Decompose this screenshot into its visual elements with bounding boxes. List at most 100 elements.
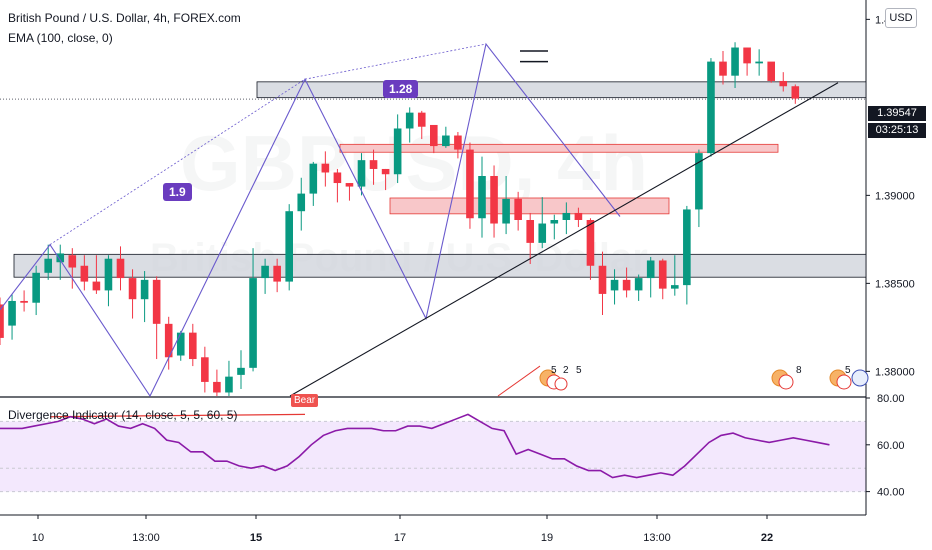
candle-body — [164, 323, 173, 358]
ratio-badge-first[interactable]: 1.9 — [163, 183, 192, 201]
oscillator-tick-label: 60.00 — [877, 440, 905, 452]
oscillator-line — [0, 413, 830, 479]
event-count-label: 5 — [576, 365, 582, 376]
time-tick-label: 19 — [541, 532, 553, 544]
candle-body — [405, 112, 414, 129]
time-tick-label: 22 — [761, 532, 773, 544]
watermark-symbol: GBPUSD, 4h — [180, 119, 649, 207]
candle-body — [104, 258, 113, 291]
candle-body — [490, 176, 498, 224]
candle-body — [345, 183, 354, 187]
candle-body — [249, 278, 257, 368]
time-tick-label: 13:00 — [132, 532, 160, 544]
candle-body — [201, 357, 209, 382]
event-count-label: 2 — [563, 365, 569, 376]
candle-body — [683, 209, 691, 286]
candle-body — [369, 160, 378, 169]
candle-body — [92, 281, 101, 291]
candle-body — [779, 80, 788, 87]
candle-body — [261, 265, 269, 279]
candle-body — [297, 193, 306, 212]
candle-body — [671, 285, 679, 289]
event-flag-icon — [778, 374, 794, 390]
oscillator-band — [0, 421, 866, 492]
candle-body — [466, 149, 474, 219]
candle-body — [80, 265, 89, 282]
price-tick-label: 1.38500 — [875, 278, 915, 290]
candle-body — [430, 124, 438, 147]
candle-body — [755, 61, 763, 64]
candle-body — [68, 255, 77, 268]
candle-body — [610, 279, 619, 291]
candle-body — [285, 211, 293, 282]
event-count-label: 5 — [845, 365, 851, 376]
candle-body — [20, 300, 28, 303]
candle-body — [152, 279, 161, 324]
candle-body — [731, 47, 739, 76]
candle-body — [237, 367, 245, 375]
candle-body — [646, 260, 655, 279]
current-price-label: 1.39547 — [868, 106, 926, 121]
candle-body — [550, 220, 559, 224]
candle-body — [743, 47, 751, 64]
bear-divergence-line — [49, 413, 306, 418]
candle-body — [767, 61, 775, 81]
time-tick-label: 10 — [32, 532, 44, 544]
candle-body — [128, 278, 137, 300]
trendline — [289, 82, 839, 397]
candle-body — [56, 253, 65, 263]
candle-body — [176, 332, 185, 356]
candle-body — [140, 279, 149, 300]
time-tick-label: 15 — [250, 532, 262, 544]
oscillator-tick-label: 80.00 — [877, 393, 905, 405]
candle-body — [357, 160, 366, 187]
ratio-line-first — [49, 78, 306, 245]
candle-body — [225, 376, 233, 393]
candle-body — [417, 112, 426, 127]
currency-button[interactable]: USD — [885, 8, 917, 28]
candle-body — [393, 128, 402, 175]
candle-body — [658, 260, 667, 289]
supply-zone-lower — [389, 197, 670, 215]
candle-body — [333, 172, 342, 184]
candle-body — [791, 86, 800, 99]
candle-body — [574, 212, 583, 220]
symbol-title: British Pound / U.S. Dollar, 4h, FOREX.c… — [8, 11, 241, 25]
event-count-label: 5 — [551, 365, 557, 376]
candle-body — [32, 272, 40, 303]
candle-body — [707, 61, 715, 154]
countdown-label: 03:25:13 — [868, 123, 926, 138]
price-tick-label: 1.39000 — [875, 190, 915, 202]
candle-body — [634, 278, 643, 291]
candle-body — [454, 135, 462, 150]
candle-body — [0, 304, 4, 338]
candle-body — [213, 381, 221, 393]
oscillator-legend[interactable]: Divergence Indicator (14, close, 5, 5, 6… — [8, 408, 238, 422]
candle-body — [538, 223, 547, 243]
candle-body — [502, 198, 510, 224]
candle-body — [273, 265, 281, 282]
candle-body — [586, 220, 595, 266]
event-flag-icon — [836, 374, 852, 390]
ratio-badge-second[interactable]: 1.28 — [383, 80, 419, 98]
ema-legend[interactable]: EMA (100, close, 0) — [8, 31, 113, 45]
bear-label: Bear — [291, 394, 319, 407]
candle-body — [526, 220, 534, 243]
oscillator-tick-label: 40.00 — [877, 487, 905, 499]
candle-body — [321, 163, 330, 173]
candle-body — [44, 258, 52, 273]
candle-body — [514, 198, 522, 220]
price-tick-label: 1.38000 — [875, 366, 915, 378]
candle-body — [598, 265, 607, 294]
candle-body — [562, 212, 571, 220]
candle-body — [442, 135, 450, 147]
candle-body — [695, 153, 703, 210]
time-tick-label: 17 — [394, 532, 406, 544]
event-flag-icon — [851, 369, 869, 387]
ratio-line-second — [304, 43, 487, 80]
candle-body — [116, 258, 125, 279]
candle-body — [309, 163, 318, 194]
event-count-label: 8 — [796, 365, 802, 376]
